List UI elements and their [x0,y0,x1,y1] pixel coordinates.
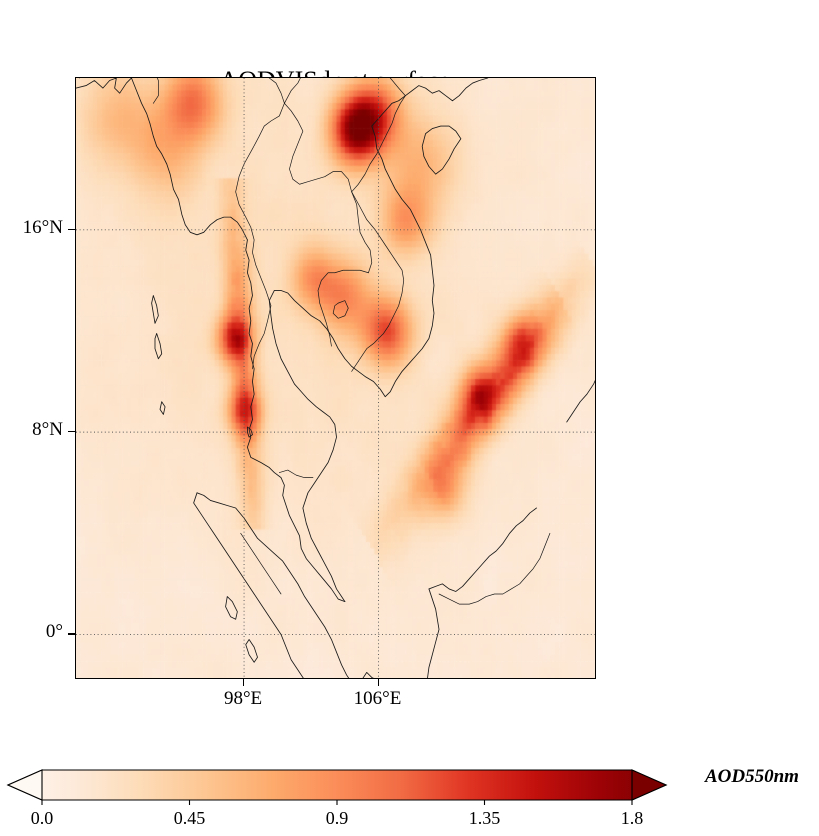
colorbar-tick-1: 0.45 [173,808,206,828]
colorbar-tick-3: 1.35 [468,808,501,828]
ytick-mark [68,228,75,230]
xtick-label-98E: 98°E [223,688,263,709]
ytick-label-0: 0° [45,621,63,643]
colorbar-tick-0: 0.0 [30,808,54,828]
ytick-label-16N: 16°N [22,216,63,238]
ytick-label-8N: 8°N [32,419,63,441]
xtick-mark [243,679,245,686]
xtick-mark [377,679,379,686]
gridline-layer [76,78,595,678]
colorbar-tick-4: 1.8 [620,808,644,828]
coastline-layer [76,78,595,678]
colorbar-tick-2: 0.9 [325,808,349,828]
ytick-mark [68,431,75,433]
aod-heatmap-layer [76,78,595,678]
xtick-label-106E: 106°E [353,688,402,709]
colorbar-axis-label: AOD550nm [705,766,799,787]
ytick-mark [68,633,75,635]
colorbar-swatch[interactable] [0,758,700,808]
map-plot-area[interactable] [75,77,596,679]
